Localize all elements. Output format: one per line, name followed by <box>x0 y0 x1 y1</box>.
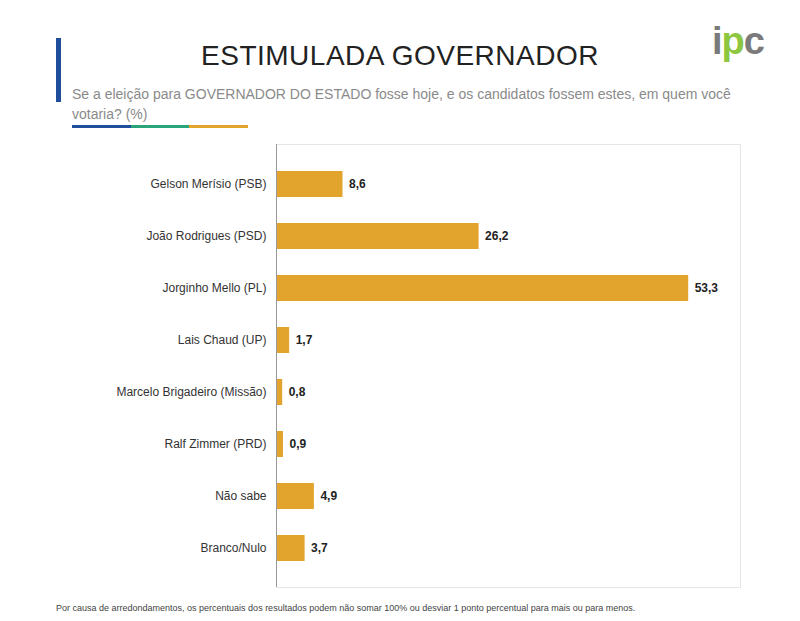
svg-text:26,2: 26,2 <box>485 229 509 243</box>
svg-text:0,8: 0,8 <box>289 385 306 399</box>
html-text:Por causa de arredondamentos,: Por causa de arredondamentos, os percent… <box>56 603 636 613</box>
svg-text:1,7: 1,7 <box>296 333 313 347</box>
svg-text:0,9: 0,9 <box>289 437 306 451</box>
svg-text:Ralf Zimmer (PRD): Ralf Zimmer (PRD) <box>165 437 267 451</box>
svg-text:Jorginho Mello (PL): Jorginho Mello (PL) <box>162 281 266 295</box>
svg-text:Não sabe: Não sabe <box>215 489 267 503</box>
svg-text:Gelson Merísio (PSB): Gelson Merísio (PSB) <box>150 177 266 191</box>
svg-text:3,7: 3,7 <box>311 541 328 555</box>
svg-text:Lais Chaud (UP): Lais Chaud (UP) <box>178 333 267 347</box>
svg-text:4,9: 4,9 <box>320 489 337 503</box>
svg-text:8,6: 8,6 <box>349 177 366 191</box>
html-text:Se a eleição para GOVERNADOR D: Se a eleição para GOVERNADOR DO ESTADO f… <box>72 86 731 122</box>
html-text:i p c: i p c <box>712 20 764 62</box>
svg-text:53,3: 53,3 <box>695 281 719 295</box>
svg-text:Branco/Nulo: Branco/Nulo <box>200 541 266 555</box>
svg-text:João Rodrigues (PSD): João Rodrigues (PSD) <box>146 229 266 243</box>
svg-text:Marcelo Brigadeiro (Missão): Marcelo Brigadeiro (Missão) <box>116 385 266 399</box>
html-text:ESTIMULADA GOVERNADOR: ESTIMULADA GOVERNADOR <box>201 40 599 71</box>
